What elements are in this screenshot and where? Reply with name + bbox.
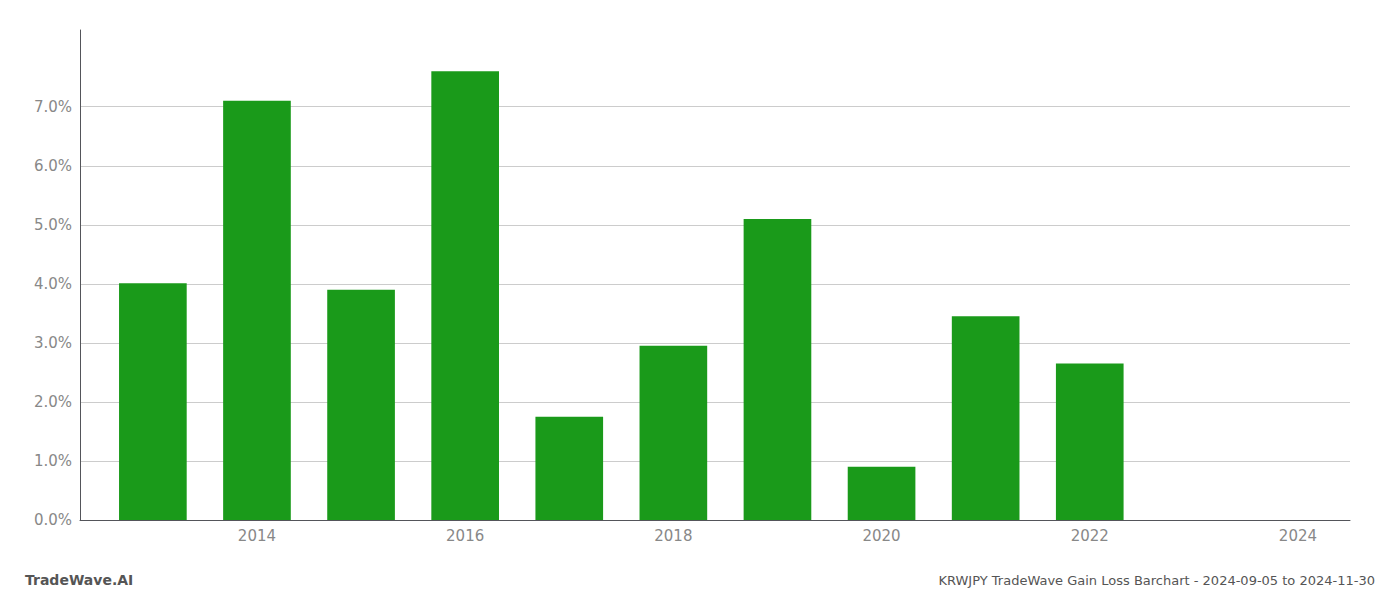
svg-text:2022: 2022 (1071, 527, 1109, 545)
svg-text:7.0%: 7.0% (34, 98, 72, 116)
svg-text:2018: 2018 (654, 527, 692, 545)
svg-text:2014: 2014 (238, 527, 276, 545)
svg-text:KRWJPY TradeWave Gain Loss Bar: KRWJPY TradeWave Gain Loss Barchart - 20… (938, 573, 1375, 588)
svg-text:2020: 2020 (862, 527, 900, 545)
svg-text:0.0%: 0.0% (34, 511, 72, 529)
svg-text:1.0%: 1.0% (34, 452, 72, 470)
svg-text:2024: 2024 (1279, 527, 1317, 545)
svg-text:3.0%: 3.0% (34, 334, 72, 352)
svg-text:6.0%: 6.0% (34, 157, 72, 175)
svg-text:5.0%: 5.0% (34, 216, 72, 234)
svg-text:2.0%: 2.0% (34, 393, 72, 411)
svg-text:4.0%: 4.0% (34, 275, 72, 293)
svg-text:2016: 2016 (446, 527, 484, 545)
svg-text:TradeWave.AI: TradeWave.AI (25, 572, 133, 588)
